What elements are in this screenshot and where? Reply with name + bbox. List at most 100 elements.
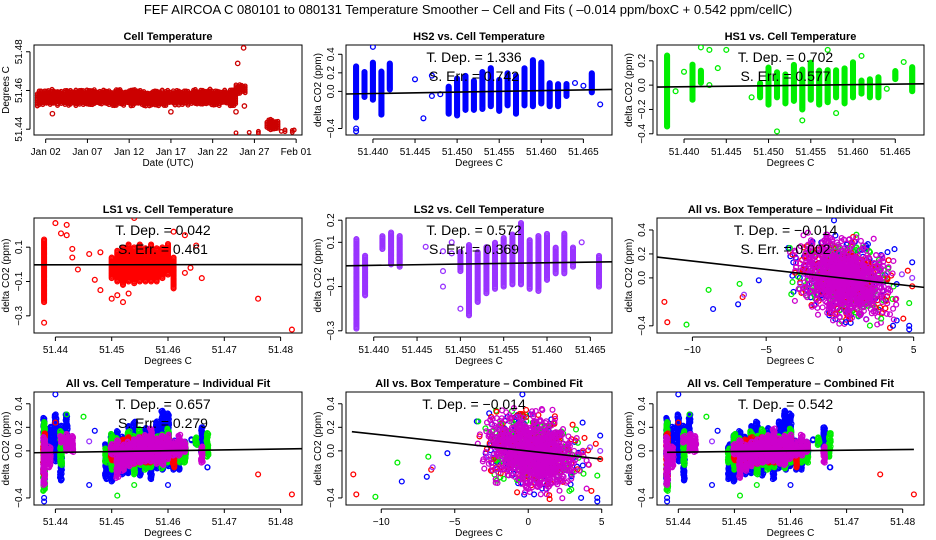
data-point [886,311,894,318]
data-point [543,230,551,237]
data-point [806,257,813,264]
x-axis-label: Degrees C [767,158,815,169]
data-point [233,130,239,135]
data-point [282,127,288,133]
data-point [849,241,856,248]
figure-title: FEF AIRCOA C 080101 to 080131 Temperatur… [143,2,793,17]
data-point [893,317,900,324]
temp-dependence-label: T. Dep. = 0.702 [738,49,834,65]
data-point [353,63,360,70]
data-point [465,241,473,249]
data-point [892,68,899,75]
y-tick-label: 0.2 [326,213,337,227]
x-tick-label: 51.440 [669,147,700,158]
data-point [816,67,823,74]
data-point [241,103,248,109]
data-point [353,125,360,132]
data-point [848,314,856,321]
panel-title: Cell Temperature [123,31,212,43]
data-point [794,273,802,280]
x-tick-label: Jan 22 [198,147,228,158]
data-point [546,80,553,87]
x-axis-label: Degrees C [144,356,192,367]
data-point [136,241,143,248]
plot-frame [345,217,613,334]
data-layer [34,45,297,135]
y-axis-label: delta CO2 (ppm) [1,239,12,313]
y-tick-label: 0.4 [326,47,337,61]
data-point [153,245,160,252]
data-point [814,311,822,318]
y-axis-label: delta CO2 (ppm) [624,239,635,313]
x-tick-label: Jan 02 [31,147,61,158]
x-tick-label: 51.450 [445,345,476,356]
temp-dependence-label: T. Dep. = 0.042 [115,222,211,238]
data-point [125,290,132,297]
data-point [860,242,867,249]
data-point [291,127,297,133]
x-tick-label: 51.47 [212,345,237,356]
data-point [782,71,789,78]
y-tick-label: −0.4 [326,118,337,138]
data-point [439,283,447,290]
x-tick-label: 51.440 [358,345,389,356]
x-tick-label: 51.44 [43,345,68,356]
data-point [893,301,900,308]
data-point [388,229,395,236]
data-point [448,250,455,257]
data-point [879,253,886,260]
data-point [500,234,507,242]
data-point [863,273,871,280]
data-point [900,58,907,66]
data-point [697,67,704,74]
data-point [866,76,873,83]
x-tick-label: Jan 07 [72,147,102,158]
fit-line [345,88,613,95]
data-point [255,295,262,302]
data-point [561,230,568,237]
data-point [836,320,843,327]
data-point [255,128,261,134]
data-point [275,118,281,124]
data-point [448,239,455,246]
data-point [170,228,177,235]
data-point [454,75,461,82]
data-point [844,306,851,313]
data-point [833,110,840,117]
data-point [91,276,98,283]
x-tick-label: Jan 17 [156,147,186,158]
data-point [242,83,248,89]
data-point [439,268,447,275]
x-tick-label: 51.465 [568,147,599,158]
x-tick-label: 51.450 [442,147,473,158]
x-tick-label: 51.45 [99,345,124,356]
data-point [148,241,155,248]
x-tick-label: 51.460 [838,147,869,158]
data-point [379,233,386,240]
data-point [420,115,427,122]
x-tick-label: Jan 27 [239,147,269,158]
data-point [63,232,70,239]
data-point [288,326,295,333]
data-point [714,65,721,72]
y-axis-label: delta CO2 (ppm) [313,53,324,127]
x-tick-label: −10 [684,345,701,356]
data-point [789,279,796,286]
data-point [52,220,59,227]
data-point [396,232,403,240]
data-point [697,45,704,51]
data-point [723,46,730,53]
data-point [114,247,121,254]
data-point [517,219,525,227]
data-point [282,129,288,135]
std-error-label: S. Err. = 0.461 [118,241,208,257]
data-point [889,295,896,303]
data-point [833,67,840,74]
y-tick-label: 51.44 [14,116,25,141]
data-point [706,46,713,53]
panel-title: LS1 vs. Cell Temperature [103,204,234,216]
data-point [883,85,890,92]
data-point [808,244,815,251]
